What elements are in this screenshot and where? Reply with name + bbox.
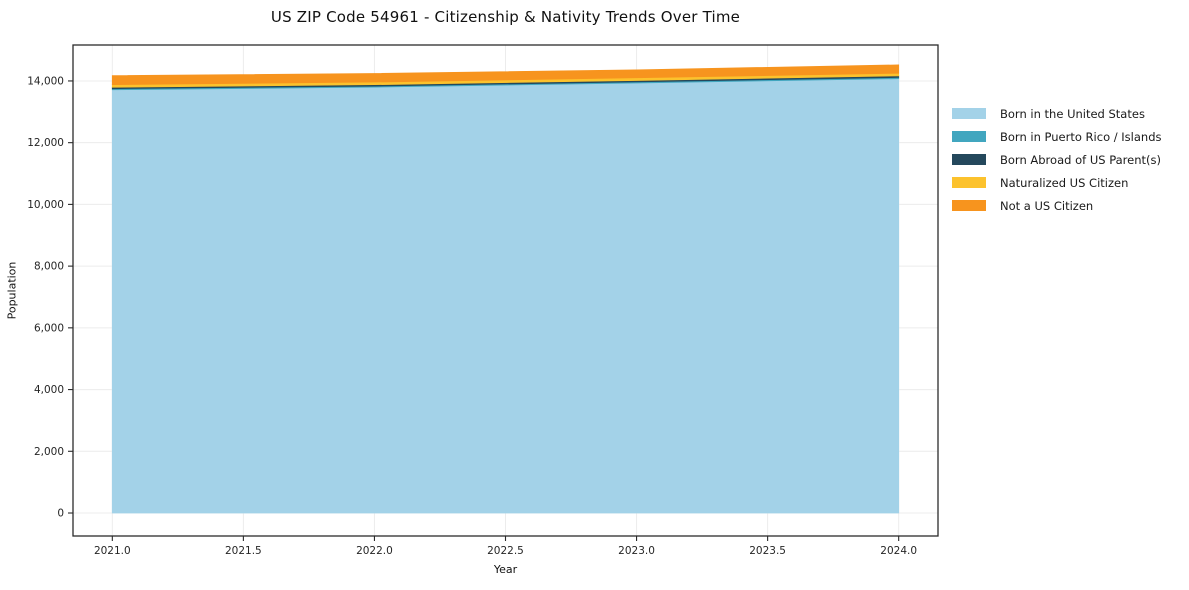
y-tick-label: 14,000 [27, 75, 64, 87]
x-tick-label: 2022.5 [487, 545, 524, 557]
legend-label: Not a US Citizen [1000, 198, 1094, 213]
y-tick-label: 12,000 [27, 137, 64, 149]
legend-item: Naturalized US Citizen [952, 174, 1162, 191]
legend-label: Naturalized US Citizen [1000, 175, 1129, 190]
y-tick-label: 4,000 [34, 384, 64, 396]
legend-swatch-icon [952, 108, 986, 119]
y-tick-label: 6,000 [34, 322, 64, 334]
x-tick-label: 2023.5 [749, 545, 786, 557]
legend-item: Not a US Citizen [952, 197, 1162, 214]
area-series-not-a-us-citizen [111, 64, 900, 86]
x-tick-label: 2021.0 [94, 545, 131, 557]
y-axis-label: Population [5, 261, 19, 320]
x-axis-label: Year [493, 563, 518, 576]
area-series-born-in-the-united-states [111, 78, 900, 514]
legend-item: Born Abroad of US Parent(s) [952, 151, 1162, 168]
legend-swatch-icon [952, 177, 986, 188]
x-tick-label: 2022.0 [356, 545, 393, 557]
y-tick-label: 8,000 [34, 261, 64, 273]
y-tick-label: 2,000 [34, 446, 64, 458]
legend-label: Born Abroad of US Parent(s) [1000, 152, 1161, 167]
plot-border [72, 44, 939, 537]
legend-label: Born in the United States [1000, 106, 1145, 121]
legend-item: Born in Puerto Rico / Islands [952, 128, 1162, 145]
x-tick-label: 2023.0 [618, 545, 655, 557]
legend-item: Born in the United States [952, 105, 1162, 122]
x-tick-label: 2021.5 [225, 545, 262, 557]
legend-swatch-icon [952, 154, 986, 165]
y-tick-label: 10,000 [27, 199, 64, 211]
y-tick-label: 0 [57, 508, 64, 520]
legend: Born in the United States Born in Puerto … [952, 105, 1162, 214]
legend-swatch-icon [952, 200, 986, 211]
x-tick-label: 2024.0 [880, 545, 917, 557]
chart-title: US ZIP Code 54961 - Citizenship & Nativi… [270, 8, 741, 26]
legend-swatch-icon [952, 131, 986, 142]
legend-label: Born in Puerto Rico / Islands [1000, 129, 1162, 144]
